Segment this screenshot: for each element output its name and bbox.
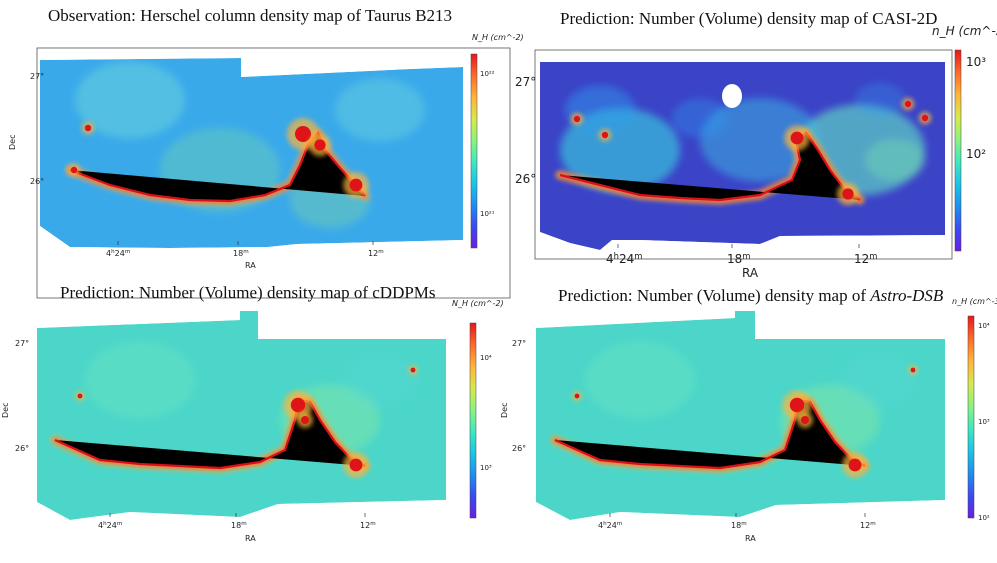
x-tick-label: 12m	[854, 251, 877, 266]
density-patch	[672, 98, 728, 138]
y-axis-label: Dec	[8, 135, 17, 150]
dense-core	[70, 166, 78, 174]
colorbar	[469, 322, 477, 519]
x-axis-label: RA	[745, 534, 756, 543]
x-tick-label: 18m	[231, 521, 247, 530]
dense-core	[349, 458, 363, 472]
y-axis-label: Dec	[500, 403, 509, 418]
density-patch	[840, 352, 920, 408]
colorbar-tick-label: 10²²	[480, 70, 495, 78]
colorbar-tick-label: 10²	[966, 147, 986, 161]
dense-core	[574, 393, 580, 399]
dense-core	[601, 131, 609, 139]
dense-core	[573, 115, 581, 123]
colorbar-tick-label: 10³	[966, 55, 986, 69]
density-patch	[585, 341, 695, 419]
x-tick-label: 12m	[360, 521, 376, 530]
dense-core	[801, 416, 809, 424]
dense-core	[789, 397, 805, 413]
x-tick-label: 18m	[731, 521, 747, 530]
density-patch	[865, 139, 925, 181]
x-tick-label: 12m	[860, 521, 876, 530]
colorbar-tick-label: 10⁴	[978, 322, 990, 330]
panel-title: Observation: Herschel column density map…	[48, 6, 453, 25]
x-axis-label: RA	[245, 534, 256, 543]
density-patch	[340, 352, 420, 408]
colorbar-label: n_H (cm^-3)	[952, 297, 997, 306]
dense-core	[349, 178, 363, 192]
colorbar	[967, 315, 975, 519]
y-tick-label: 26°	[512, 444, 526, 453]
filament-core	[69, 130, 366, 203]
y-tick-label: 27°	[15, 339, 29, 348]
density-patch	[85, 341, 195, 419]
panel-title: Prediction: Number (Volume) density map …	[60, 283, 436, 302]
x-tick-label: 4h24m	[598, 521, 622, 530]
dense-core	[290, 397, 306, 413]
colorbar-tick-label: 10³	[978, 418, 990, 426]
y-tick-label: 27°	[30, 72, 44, 81]
y-tick-label: 26°	[515, 172, 536, 186]
title-italic-model-name: Astro-DSB	[870, 286, 944, 305]
dense-core	[301, 416, 309, 424]
colorbar-tick-label: 10²¹	[480, 210, 495, 218]
density-patch	[335, 78, 425, 142]
density-map	[40, 58, 463, 248]
x-tick-label: 4h24m	[98, 521, 122, 530]
colorbar-label: n_H (cm^-3)	[932, 24, 997, 38]
x-tick-label: 18m	[233, 249, 249, 258]
dense-core	[910, 367, 916, 373]
filament-core	[54, 398, 366, 470]
colorbar-tick-label: 10⁴	[480, 354, 492, 362]
x-axis-label: RA	[245, 261, 256, 270]
filament-core	[554, 398, 866, 470]
y-tick-label: 27°	[512, 339, 526, 348]
colorbar-label: N_H (cm^-2)	[452, 299, 504, 308]
dense-core	[842, 188, 854, 200]
x-tick-label: 12m	[368, 249, 384, 258]
dense-core	[904, 100, 912, 108]
panel-title: Prediction: Number (Volume) density map …	[558, 286, 944, 305]
dense-core	[295, 126, 311, 142]
density-patch	[855, 82, 905, 118]
y-tick-label: 26°	[30, 177, 44, 186]
density-map	[536, 311, 945, 520]
x-tick-label: 18m	[727, 251, 750, 266]
y-axis-label: Dec	[1, 403, 10, 418]
dense-core	[848, 458, 862, 472]
y-tick-label: 27°	[515, 75, 536, 89]
y-tick-label: 26°	[15, 444, 29, 453]
dense-core	[921, 114, 929, 122]
x-tick-label: 4h24m	[606, 251, 642, 266]
density-map	[540, 62, 945, 250]
colorbar-label: N_H (cm^-2)	[472, 33, 524, 42]
panel-title: Prediction: Number (Volume) density map …	[560, 9, 938, 28]
colorbar-tick-label: 10²	[978, 514, 990, 522]
x-tick-label: 4h24m	[106, 249, 130, 258]
dense-core	[314, 139, 326, 151]
colorbar	[954, 49, 962, 252]
density-patch	[700, 98, 820, 182]
colorbar	[470, 53, 478, 249]
axes-frame	[36, 47, 511, 299]
map-background	[536, 311, 945, 520]
no-data-region	[722, 84, 742, 108]
density-patch	[75, 61, 185, 139]
axes-frame	[534, 49, 953, 260]
filament-core	[559, 131, 861, 202]
colorbar-tick-label: 10³	[480, 464, 492, 472]
dense-core	[84, 124, 92, 132]
dense-core	[77, 393, 83, 399]
x-axis-label: RA	[742, 266, 759, 280]
dense-core	[410, 367, 416, 373]
dense-core	[790, 131, 804, 145]
density-map	[37, 311, 446, 520]
